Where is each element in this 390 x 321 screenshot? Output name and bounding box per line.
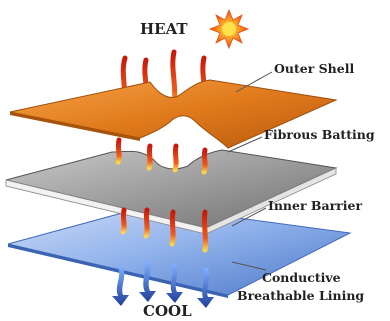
cool-arrow-icon: [112, 262, 214, 308]
outer-shell-layer: [9, 79, 338, 149]
fibrous-batting-layer: [5, 149, 338, 235]
heat-label: HEAT: [140, 20, 188, 38]
cool-label: COOL: [143, 302, 192, 320]
conductive-label-line2: Breathable Lining: [237, 288, 364, 303]
conductive-label-line1: Conductive: [262, 270, 341, 285]
outer-shell-label: Outer Shell: [274, 61, 354, 76]
fibrous-batting-label: Fibrous Batting: [264, 127, 375, 142]
inner-barrier-label: Inner Barrier: [268, 198, 362, 213]
leader-lines: [227, 71, 273, 271]
sun-icon: [208, 8, 250, 50]
